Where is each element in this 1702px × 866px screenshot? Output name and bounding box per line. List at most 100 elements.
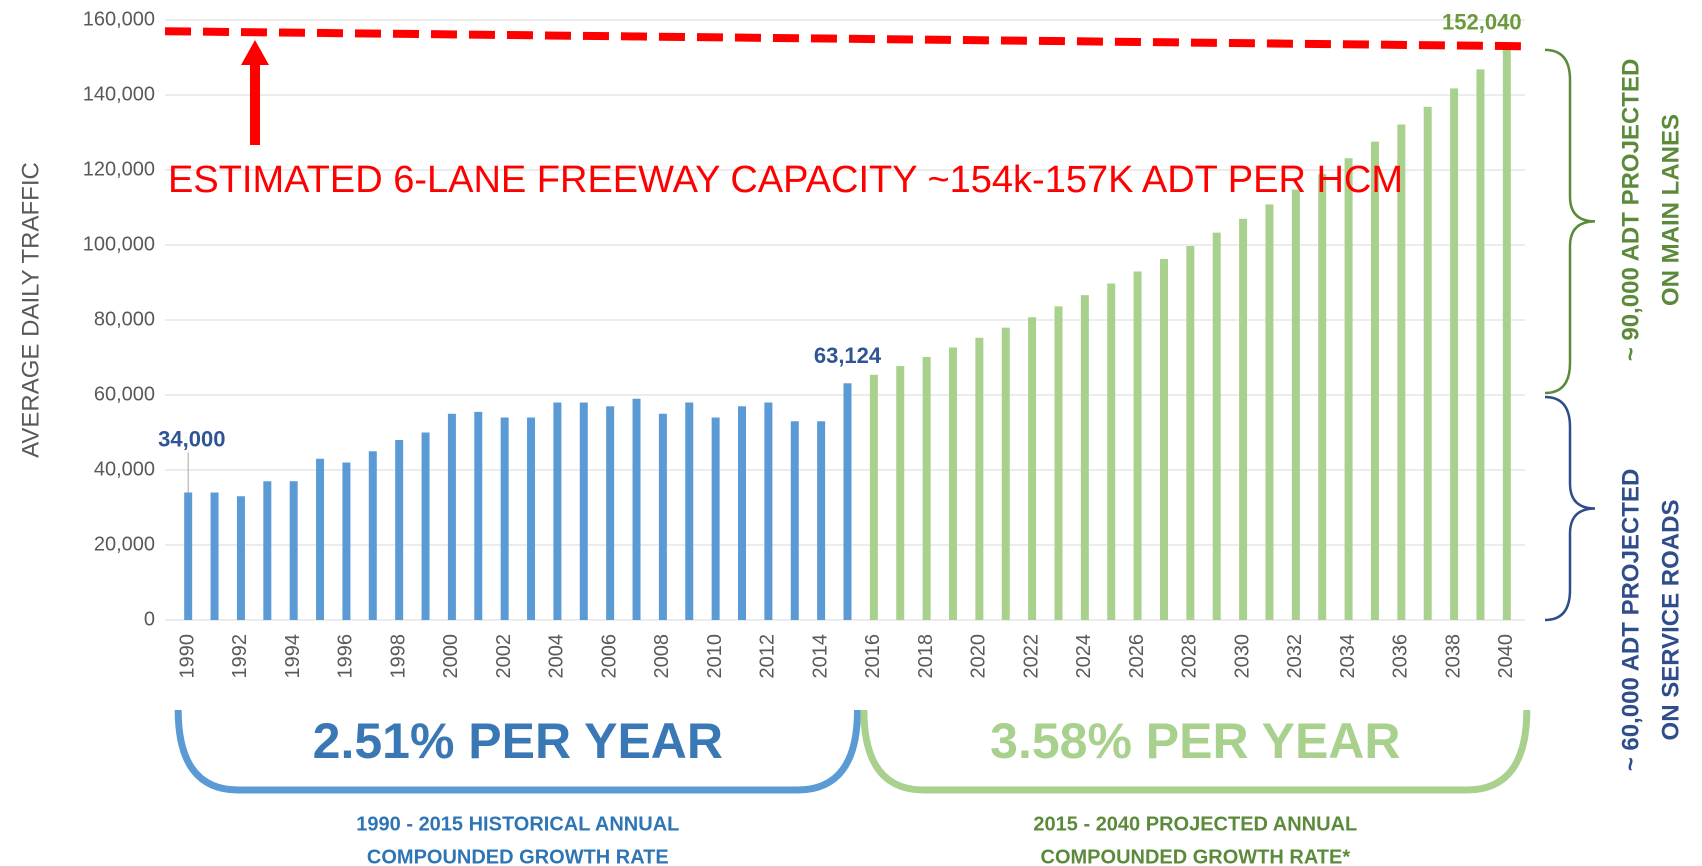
y-tick-label: 20,000 <box>94 533 155 555</box>
x-tick-label: 2026 <box>1126 634 1148 679</box>
bar <box>527 417 536 620</box>
x-tick-label: 2028 <box>1179 634 1201 679</box>
bar <box>1107 283 1116 620</box>
bar <box>342 462 351 620</box>
bar <box>1159 258 1168 620</box>
x-tick-label: 2018 <box>915 634 937 679</box>
bar <box>1291 189 1300 621</box>
brace-label: ON MAIN LANES <box>1657 114 1684 306</box>
bar <box>368 451 377 620</box>
bar <box>1344 158 1353 620</box>
y-tick-label: 60,000 <box>94 383 155 405</box>
bar <box>1239 218 1248 621</box>
bracket <box>860 709 1531 794</box>
bar <box>1186 246 1195 621</box>
x-tick-label: 1990 <box>176 634 198 679</box>
capacity-line <box>164 27 1526 51</box>
brace <box>1544 48 1596 395</box>
y-axis-label: AVERAGE DAILY TRAFFIC <box>17 162 44 458</box>
bar <box>447 413 456 620</box>
x-tick-label: 2020 <box>968 634 990 679</box>
bar <box>236 496 245 620</box>
caption: COMPOUNDED GROWTH RATE <box>367 846 669 866</box>
x-tick-label: 2032 <box>1284 634 1306 679</box>
y-tick-label: 40,000 <box>94 458 155 480</box>
bar <box>421 432 430 620</box>
bar <box>1318 174 1327 621</box>
bar <box>289 481 298 620</box>
caption: COMPOUNDED GROWTH RATE* <box>1041 846 1351 866</box>
bar <box>1423 106 1432 620</box>
x-tick-label: 2010 <box>704 634 726 679</box>
bar <box>395 440 404 620</box>
bar <box>1001 327 1010 620</box>
x-tick-label: 2030 <box>1231 634 1253 679</box>
bar <box>896 366 905 620</box>
bar <box>738 406 747 620</box>
x-tick-label: 1992 <box>229 634 251 679</box>
brace-label: ~ 60,000 ADT PROJECTED <box>1617 469 1644 772</box>
bar <box>922 356 931 620</box>
bar <box>606 406 615 620</box>
bar <box>184 492 193 620</box>
y-tick-label: 160,000 <box>83 8 155 30</box>
brace-label: ON SERVICE ROADS <box>1657 500 1684 741</box>
x-tick-label: 2040 <box>1495 634 1517 679</box>
x-tick-label: 2000 <box>440 634 462 679</box>
x-tick-label: 2012 <box>757 634 779 679</box>
bar <box>711 417 720 620</box>
bar <box>1502 49 1511 621</box>
x-tick-label: 2038 <box>1442 634 1464 679</box>
bar <box>658 413 667 620</box>
x-tick-label: 2034 <box>1337 634 1359 679</box>
bar <box>263 481 272 620</box>
y-tick-label: 80,000 <box>94 308 155 330</box>
value-label: 152,040 <box>1442 10 1522 35</box>
arrow <box>241 40 269 145</box>
bar <box>843 383 852 620</box>
bar <box>632 398 641 620</box>
bar <box>553 402 562 620</box>
x-tick-label: 2016 <box>862 634 884 679</box>
value-label: 34,000 <box>158 426 225 451</box>
bar <box>1397 124 1406 621</box>
bar <box>1370 141 1379 620</box>
growth-rate: 2.51% PER YEAR <box>313 713 723 769</box>
bar <box>1265 204 1274 620</box>
x-tick-label: 2024 <box>1073 634 1095 679</box>
bar <box>817 421 826 620</box>
bar <box>790 421 799 620</box>
bar <box>948 347 957 620</box>
bar <box>500 417 509 620</box>
growth-rate: 3.58% PER YEAR <box>990 713 1400 769</box>
bar <box>869 374 878 620</box>
y-tick-label: 100,000 <box>83 233 155 255</box>
bar <box>579 402 588 620</box>
bar <box>1080 295 1089 620</box>
x-tick-label: 2004 <box>546 634 568 679</box>
bar <box>474 411 483 620</box>
x-tick-label: 1998 <box>387 634 409 679</box>
caption: 1990 - 2015 HISTORICAL ANNUAL <box>356 813 679 835</box>
capacity-label: ESTIMATED 6-LANE FREEWAY CAPACITY ~154k-… <box>168 159 1403 201</box>
x-tick-label: 2022 <box>1020 634 1042 679</box>
x-tick-label: 1996 <box>335 634 357 679</box>
bar <box>975 337 984 620</box>
y-tick-label: 120,000 <box>83 158 155 180</box>
bar <box>210 492 219 620</box>
x-tick-label: 2036 <box>1390 634 1412 679</box>
brace <box>1544 395 1596 622</box>
value-label: 63,124 <box>814 343 882 368</box>
brace-label: ~ 90,000 ADT PROJECTED <box>1617 59 1644 362</box>
y-tick-label: 140,000 <box>83 83 155 105</box>
bar <box>764 402 773 620</box>
bar <box>1028 317 1037 620</box>
bar <box>1133 271 1142 620</box>
x-tick-label: 2014 <box>809 634 831 679</box>
x-tick-label: 2006 <box>598 634 620 679</box>
x-tick-label: 1994 <box>282 634 304 679</box>
bar <box>1054 306 1063 620</box>
caption: 2015 - 2040 PROJECTED ANNUAL <box>1033 813 1357 835</box>
y-tick-label: 0 <box>144 608 155 630</box>
